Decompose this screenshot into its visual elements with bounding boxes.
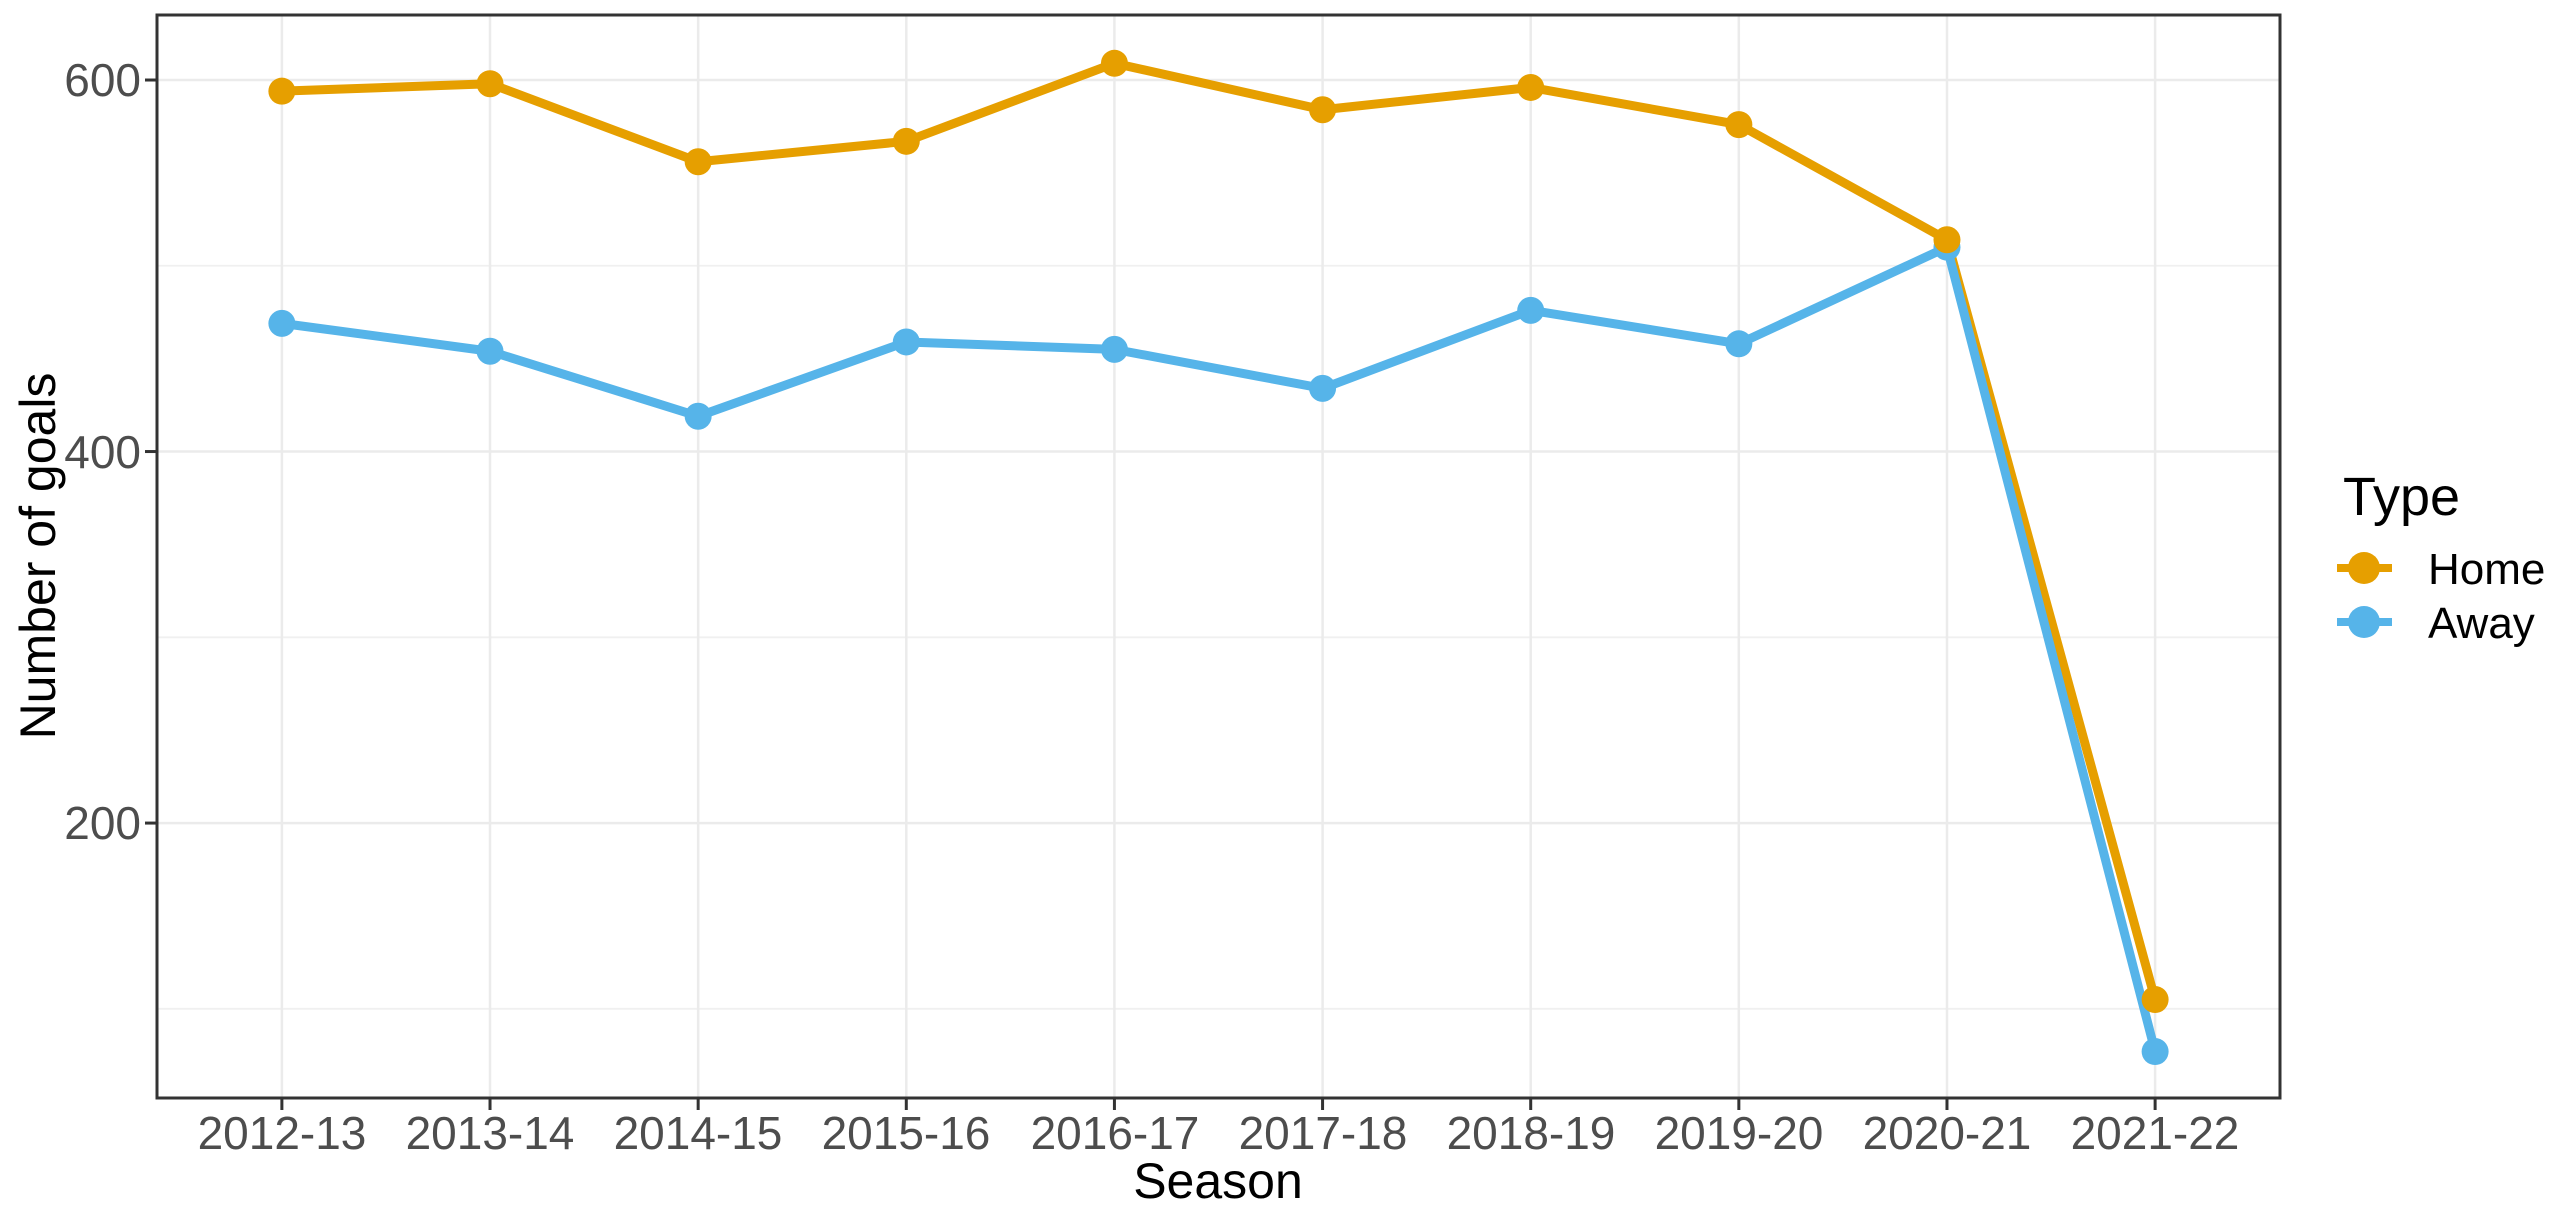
legend: Type Home Away: [2337, 467, 2545, 648]
home-point: [2141, 986, 2169, 1014]
x-tick-label: 2021-22: [2071, 1107, 2240, 1159]
home-point: [1933, 226, 1961, 254]
x-tick-label: 2013-14: [406, 1107, 575, 1159]
y-tick-label: 600: [64, 54, 141, 106]
home-point: [892, 127, 920, 155]
y-tick-label: 200: [64, 797, 141, 849]
grid-layer: [157, 15, 2280, 1098]
away-line: [281, 242, 2160, 1053]
x-tick-label: 2018-19: [1447, 1107, 1616, 1159]
y-axis-labels: 200 400 600: [64, 54, 141, 849]
home-point: [1725, 111, 1753, 139]
away-point: [268, 309, 296, 337]
series-layer: [268, 49, 2169, 1066]
away-point: [1100, 335, 1128, 363]
away-point: [1725, 330, 1753, 358]
ticks-layer: [145, 78, 2157, 1110]
legend-label-away: Away: [2428, 599, 2535, 648]
home-point: [1100, 49, 1128, 77]
x-tick-label: 2017-18: [1239, 1107, 1408, 1159]
home-point: [1309, 96, 1337, 124]
x-tick-label: 2020-21: [1863, 1107, 2032, 1159]
away-point: [1309, 374, 1337, 402]
x-axis-labels: 2012-13 2013-14 2014-15 2015-16 2016-17 …: [198, 1107, 2240, 1159]
x-tick-label: 2014-15: [614, 1107, 783, 1159]
away-point: [476, 337, 504, 365]
away-point: [892, 328, 920, 356]
x-tick-label: 2012-13: [198, 1107, 367, 1159]
x-tick-label: 2016-17: [1031, 1107, 1200, 1159]
y-tick-label: 400: [64, 426, 141, 478]
legend-key-point-away: [2348, 606, 2380, 638]
x-tick-label: 2019-20: [1655, 1107, 1824, 1159]
home-line: [281, 58, 2160, 1001]
x-axis-title: Season: [1133, 1153, 1303, 1209]
home-point: [684, 148, 712, 176]
legend-label-home: Home: [2428, 545, 2545, 594]
home-point: [268, 77, 296, 105]
home-point: [1517, 73, 1545, 101]
away-point: [1517, 296, 1545, 324]
away-point: [2141, 1038, 2169, 1066]
panel-border: [155, 13, 2282, 1100]
away-point: [684, 402, 712, 430]
legend-keys: [2337, 552, 2392, 638]
legend-title: Type: [2343, 467, 2460, 527]
home-point: [476, 70, 504, 98]
legend-key-point-home: [2348, 552, 2380, 584]
y-axis-title: Number of goals: [10, 373, 66, 740]
x-tick-label: 2015-16: [822, 1107, 991, 1159]
